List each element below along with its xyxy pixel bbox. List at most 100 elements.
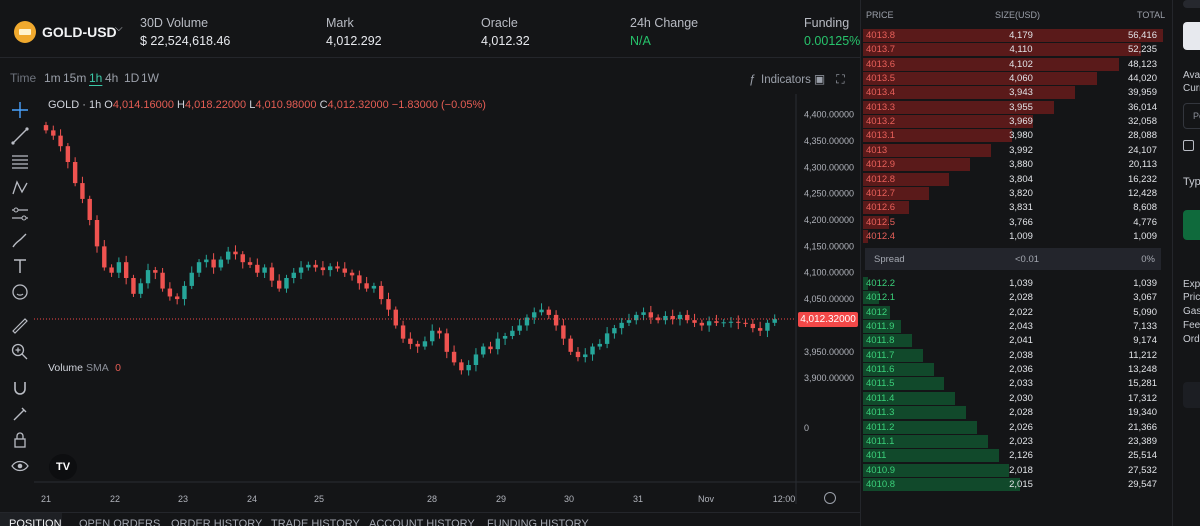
ask-row[interactable]: 4013.3 3,955 36,014: [863, 100, 1163, 114]
bid-row[interactable]: 4011.2 2,026 21,366: [863, 420, 1163, 434]
prediction-icon[interactable]: [10, 204, 30, 224]
ask-row[interactable]: 4012.5 3,766 4,776: [863, 215, 1163, 229]
market-header: GOLD-USD ⌵ 30D Volume $ 22,524,618.46 Ma…: [0, 0, 860, 58]
tab-open-orders[interactable]: OPEN ORDERS: [79, 518, 161, 526]
ask-depth-bar: [863, 72, 1097, 86]
fullscreen-icon[interactable]: ⛶: [836, 72, 845, 86]
tab-account-history[interactable]: ACCOUNT HISTORY: [369, 518, 475, 526]
ask-size: 4,102: [1009, 58, 1033, 70]
tradingview-logo-icon[interactable]: TV: [49, 454, 77, 480]
candle-body: [94, 220, 100, 247]
ask-row[interactable]: 4013.5 4,060 44,020: [863, 72, 1163, 86]
bid-size: 2,030: [1009, 392, 1033, 404]
candle-body: [291, 272, 296, 278]
indicators-button[interactable]: Indicators: [761, 74, 811, 86]
ask-row[interactable]: 4012.6 3,831 8,608: [863, 201, 1163, 215]
ask-row[interactable]: 4013.8 4,179 56,416: [863, 29, 1163, 42]
ruler-icon[interactable]: [10, 316, 30, 336]
chevron-down-icon[interactable]: ⌵: [115, 23, 123, 34]
brush-icon[interactable]: [10, 230, 30, 250]
orderbook-size-header: SIZE(USD): [995, 10, 1040, 20]
ask-depth-bar: [863, 172, 950, 186]
candle-body: [641, 312, 646, 315]
eye-icon[interactable]: [10, 456, 30, 476]
ask-row[interactable]: 4012.9 3,880 20,113: [863, 158, 1163, 172]
spread-label: Spread: [874, 254, 905, 265]
interval-1m[interactable]: 1m: [44, 71, 61, 85]
bid-row[interactable]: 4010.8 2,015 29,547: [863, 477, 1163, 491]
interval-15m[interactable]: 15m: [63, 71, 87, 85]
bid-size: 2,026: [1009, 421, 1033, 433]
candle-body: [612, 328, 617, 334]
bid-row[interactable]: 4011 2,126 25,514: [863, 449, 1163, 463]
legend-o-label: O: [104, 99, 113, 111]
bid-row[interactable]: 4012.2 1,039 1,039: [863, 277, 1163, 290]
lock-icon[interactable]: [10, 430, 30, 450]
bid-row[interactable]: 4011.9 2,043 7,133: [863, 320, 1163, 334]
bid-size: 2,038: [1009, 349, 1033, 361]
bid-total: 19,340: [1127, 407, 1157, 419]
magnet-icon[interactable]: [10, 378, 30, 398]
bid-row[interactable]: 4011.7 2,038 11,212: [863, 348, 1163, 362]
price-chart[interactable]: 4,400.00000 4,350.00000 4,300.00000 4,250.0…: [34, 94, 860, 514]
ask-depth-bar: [863, 57, 1119, 71]
bid-row[interactable]: 4011.5 2,033 15,281: [863, 377, 1163, 391]
lock-drawing-icon[interactable]: [10, 404, 30, 424]
tab-trade-history[interactable]: TRADE HISTORY: [271, 518, 360, 526]
ask-row[interactable]: 4012.4 1,009 1,009: [863, 229, 1163, 243]
stat-oracle: Oracle 4,012.32: [481, 16, 530, 48]
bid-total: 3,067: [1133, 292, 1157, 304]
panel-green-button[interactable]: [1183, 210, 1200, 240]
bid-row[interactable]: 4011.1 2,023 23,389: [863, 434, 1163, 448]
chart-settings-gear-icon[interactable]: [824, 492, 836, 504]
crosshair-icon[interactable]: [10, 100, 30, 120]
ask-row[interactable]: 4013.7 4,110 52,235: [863, 43, 1163, 57]
interval-1w[interactable]: 1W: [141, 71, 159, 85]
ask-row[interactable]: 4012.7 3,820 12,428: [863, 186, 1163, 200]
bid-row[interactable]: 4011.6 2,036 13,248: [863, 363, 1163, 377]
candlestick-chart-svg[interactable]: 4,400.00000 4,350.00000 4,300.00000 4,250.0…: [34, 94, 860, 514]
emoji-icon[interactable]: [10, 282, 30, 302]
bid-row[interactable]: 4012.1 2,028 3,067: [863, 291, 1163, 305]
ask-row[interactable]: 4013.4 3,943 39,959: [863, 86, 1163, 100]
tab-position[interactable]: POSITION: [9, 518, 62, 526]
text-icon[interactable]: [10, 256, 30, 276]
indicators-icon[interactable]: ƒ: [749, 72, 756, 86]
bid-price: 4011.4: [866, 392, 895, 404]
interval-4h[interactable]: 4h: [105, 71, 119, 85]
bid-total: 1,039: [1133, 278, 1157, 289]
ask-row[interactable]: 4013.1 3,980 28,088: [863, 129, 1163, 143]
trend-line-icon[interactable]: [10, 126, 30, 146]
spread-value: <0.01: [1015, 254, 1040, 265]
ask-depth-bar: [863, 29, 1163, 42]
interval-1h[interactable]: 1h: [89, 71, 103, 85]
ask-row[interactable]: 4013 3,992 24,107: [863, 143, 1163, 157]
bid-row[interactable]: 4011.4 2,030 17,312: [863, 391, 1163, 405]
ask-size: 4,110: [1009, 44, 1033, 56]
fib-retracement-icon[interactable]: [10, 152, 30, 172]
bid-row[interactable]: 4012 2,022 5,090: [863, 305, 1163, 319]
tab-funding-history[interactable]: FUNDING HISTORY: [487, 518, 589, 526]
trade-panel-partial: Avai Curr Po Typ Exp Pric Gas Fee Ord: [1172, 0, 1200, 526]
pattern-icon[interactable]: [10, 178, 30, 198]
stat-value: 4,012.32: [481, 34, 530, 48]
candle-body: [167, 288, 173, 297]
bid-price: 4011.2: [866, 421, 895, 433]
bid-depth-bar: [863, 391, 956, 405]
bid-depth-bar: [863, 463, 1010, 477]
bid-row[interactable]: 4011.3 2,028 19,340: [863, 406, 1163, 420]
ask-row[interactable]: 4013.2 3,969 32,058: [863, 115, 1163, 129]
panel-input[interactable]: Po: [1183, 103, 1200, 129]
bid-row[interactable]: 4011.8 2,041 9,174: [863, 334, 1163, 348]
bid-row[interactable]: 4010.9 2,018 27,532: [863, 463, 1163, 477]
bid-size: 2,022: [1009, 306, 1033, 318]
market-symbol[interactable]: GOLD-USD: [42, 24, 117, 40]
interval-1d[interactable]: 1D: [124, 71, 140, 85]
camera-icon[interactable]: ▣: [813, 72, 826, 86]
ask-row[interactable]: 4013.6 4,102 48,123: [863, 57, 1163, 71]
panel-white-button[interactable]: [1183, 22, 1200, 50]
zoom-in-icon[interactable]: [10, 342, 30, 362]
panel-checkbox[interactable]: [1183, 140, 1194, 151]
tab-order-history[interactable]: ORDER HISTORY: [171, 518, 263, 526]
ask-row[interactable]: 4012.8 3,804 16,232: [863, 172, 1163, 186]
